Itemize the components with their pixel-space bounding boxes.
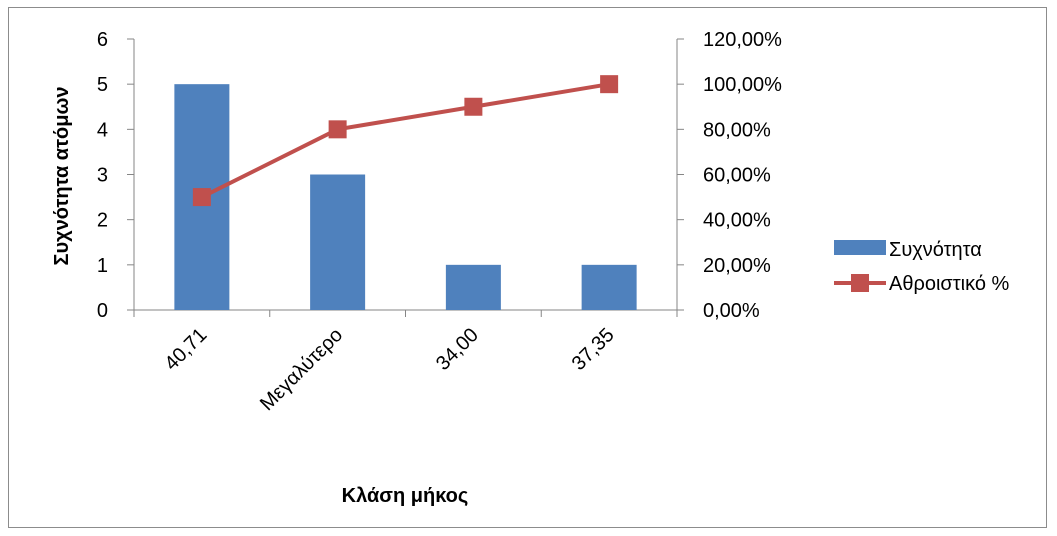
legend-label-frequency: Συχνότητα [889,239,982,261]
x-tick-label: 34,00 [432,324,483,375]
x-tick-label: 37,35 [568,324,619,375]
line-point [328,120,347,139]
cumulative-line [200,82,610,199]
y2-tick-label: 80,00% [703,119,771,141]
legend: Συχνότητα Αθροιστικό % [834,239,1010,295]
y2-tick-label: 120,00% [703,29,782,51]
line-series-group [192,75,619,207]
bars-group [174,84,637,311]
y-axis-title: Συχνότητα ατόμων [51,87,73,266]
y-tick-label: 4 [97,119,108,141]
y-tick-label: 2 [97,210,108,232]
y-tick-label: 6 [97,29,108,51]
legend-swatch-bar [834,240,886,255]
legend-item-cumulative: Αθροιστικό % [834,273,1010,295]
legend-label-cumulative: Αθροιστικό % [889,273,1010,295]
y2-tick-label: 20,00% [703,255,771,277]
y2-tick-label: 60,00% [703,165,771,187]
y-tick-label: 0 [97,300,108,322]
y-tick-label: 3 [97,165,108,187]
y2-tick-label: 100,00% [703,74,782,96]
x-tick-label: 40,71 [160,324,211,375]
line-point [192,188,211,207]
bar [445,264,501,310]
y-tick-label: 1 [97,255,108,277]
bar [581,264,637,310]
y2-tick-label: 0,00% [703,300,760,322]
y2-ticks-group: 0,00% 20,00% 40,00% 60,00% 80,00% 100,00% 120,… [677,29,782,322]
y-tick-label: 5 [97,74,108,96]
x-tick-label: Μεγαλύτερο [256,324,347,415]
legend-swatch-marker [851,274,869,292]
bar [310,174,366,310]
x-ticks-group: 40,71 Μεγαλύτερο 34,00 37,35 [133,310,678,415]
x-axis-title: Κλάση μήκος [342,485,469,507]
y2-tick-label: 40,00% [703,210,771,232]
line-point [600,75,619,94]
y-ticks-group: 0 1 2 3 4 5 6 [97,29,134,322]
legend-item-frequency: Συχνότητα [834,239,982,261]
line-point [464,97,483,116]
